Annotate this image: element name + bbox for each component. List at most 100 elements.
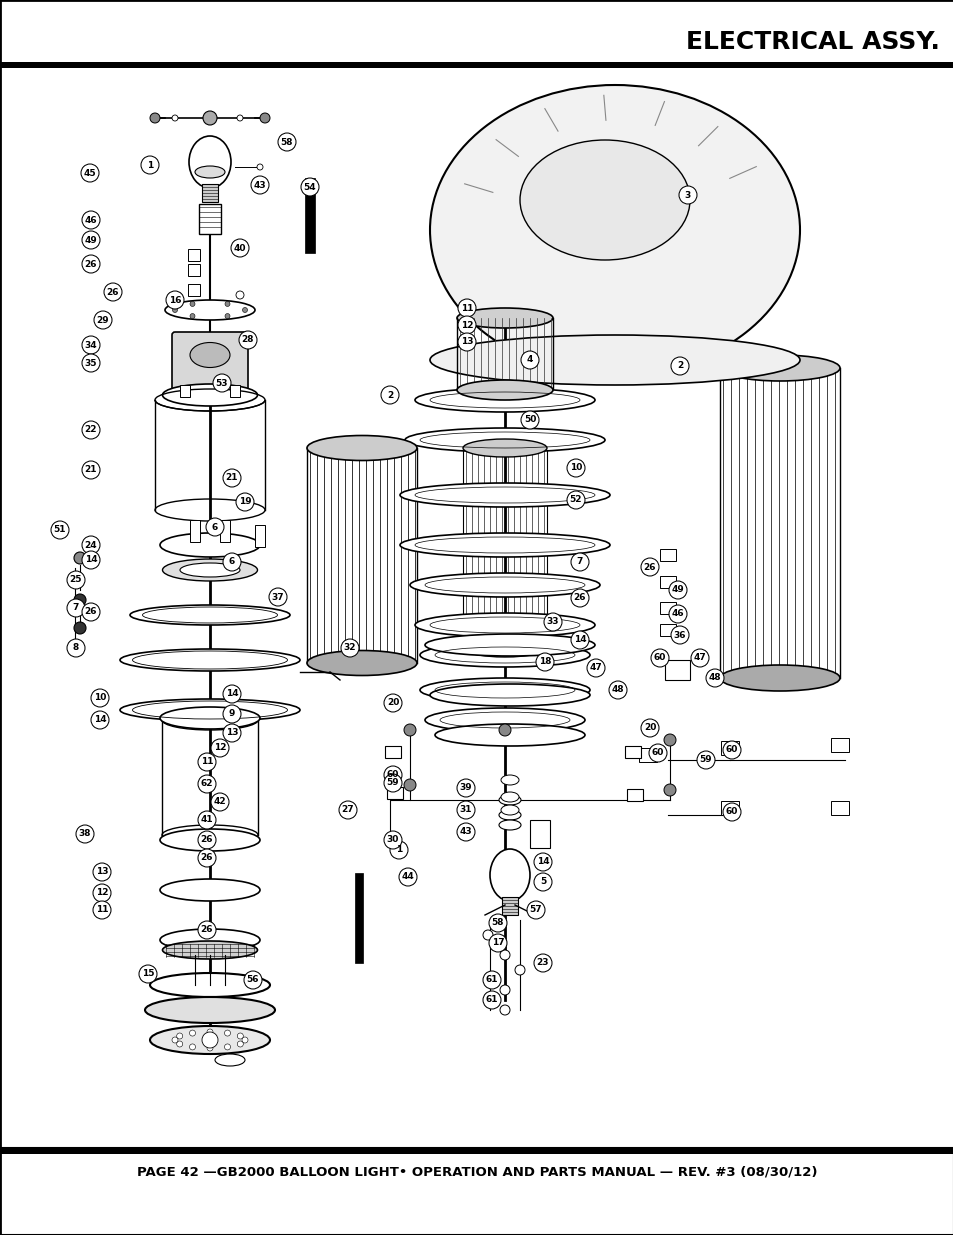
Circle shape	[92, 902, 111, 919]
Circle shape	[260, 112, 270, 124]
Circle shape	[301, 178, 318, 196]
Circle shape	[668, 605, 686, 622]
Bar	[188, 284, 200, 296]
Text: 60: 60	[653, 653, 665, 662]
Text: 26: 26	[573, 594, 586, 603]
Ellipse shape	[165, 300, 254, 320]
Bar	[659, 601, 676, 614]
Circle shape	[82, 336, 100, 354]
Text: 10: 10	[569, 463, 581, 473]
Circle shape	[670, 357, 688, 375]
Text: 31: 31	[459, 805, 472, 815]
FancyBboxPatch shape	[172, 332, 248, 393]
Circle shape	[198, 776, 215, 793]
Text: 58: 58	[280, 137, 293, 147]
Circle shape	[390, 841, 408, 860]
Ellipse shape	[430, 684, 589, 706]
Bar	[199, 204, 221, 233]
Circle shape	[668, 580, 686, 599]
Text: 14: 14	[573, 636, 586, 645]
Bar	[530, 820, 550, 848]
Text: 6: 6	[212, 522, 218, 531]
Circle shape	[213, 374, 231, 391]
Circle shape	[82, 461, 100, 479]
Circle shape	[520, 411, 538, 429]
Ellipse shape	[160, 706, 260, 729]
Ellipse shape	[399, 483, 609, 508]
Circle shape	[74, 622, 86, 634]
Circle shape	[398, 868, 416, 885]
Circle shape	[499, 1005, 510, 1015]
Circle shape	[231, 240, 249, 257]
Ellipse shape	[214, 1053, 245, 1066]
Circle shape	[482, 971, 500, 989]
Text: 56: 56	[247, 976, 259, 984]
Circle shape	[670, 626, 688, 643]
Bar	[720, 802, 739, 815]
Circle shape	[67, 599, 85, 618]
Circle shape	[534, 953, 552, 972]
Ellipse shape	[160, 534, 260, 557]
Text: 26: 26	[200, 925, 213, 935]
Text: 26: 26	[200, 853, 213, 862]
Text: 60: 60	[386, 771, 398, 779]
Ellipse shape	[307, 436, 416, 461]
Text: 9: 9	[229, 709, 235, 719]
Text: ELECTRICAL ASSY.: ELECTRICAL ASSY.	[685, 30, 939, 54]
Text: 60: 60	[651, 748, 663, 757]
Text: 19: 19	[238, 498, 251, 506]
Text: 4: 4	[526, 356, 533, 364]
Circle shape	[225, 301, 230, 306]
Circle shape	[608, 680, 626, 699]
Text: 59: 59	[699, 756, 712, 764]
Text: 2: 2	[387, 390, 393, 399]
Circle shape	[198, 848, 215, 867]
Ellipse shape	[435, 724, 584, 746]
Text: 6: 6	[229, 557, 234, 567]
Circle shape	[223, 553, 241, 571]
Circle shape	[82, 421, 100, 438]
Ellipse shape	[419, 643, 589, 667]
Circle shape	[384, 766, 401, 784]
Circle shape	[269, 588, 287, 606]
Text: 17: 17	[491, 939, 504, 947]
Text: 21: 21	[226, 473, 238, 483]
Bar	[355, 873, 363, 963]
Bar	[220, 520, 230, 542]
Circle shape	[338, 802, 356, 819]
Bar	[0, 62, 953, 68]
Circle shape	[456, 802, 475, 819]
Ellipse shape	[405, 429, 604, 452]
Ellipse shape	[500, 805, 518, 815]
Text: 11: 11	[460, 304, 473, 312]
Circle shape	[237, 1032, 243, 1039]
Text: 21: 21	[85, 466, 97, 474]
Circle shape	[534, 853, 552, 871]
Bar	[659, 624, 676, 636]
Text: 36: 36	[673, 631, 685, 640]
Ellipse shape	[307, 651, 416, 676]
Text: 18: 18	[538, 657, 551, 667]
Bar	[0, 0, 953, 62]
Text: 53: 53	[215, 378, 228, 388]
Text: 49: 49	[671, 585, 683, 594]
Ellipse shape	[180, 563, 240, 577]
Text: 42: 42	[213, 798, 226, 806]
Circle shape	[190, 314, 194, 319]
Text: 11: 11	[95, 905, 108, 914]
Text: 50: 50	[523, 415, 536, 425]
Circle shape	[543, 613, 561, 631]
Text: 12: 12	[460, 321, 473, 330]
Ellipse shape	[498, 795, 520, 805]
Circle shape	[82, 603, 100, 621]
Circle shape	[482, 930, 493, 940]
Circle shape	[499, 986, 510, 995]
Bar	[230, 385, 240, 396]
Circle shape	[457, 333, 476, 351]
Bar	[387, 787, 402, 799]
Text: 45: 45	[84, 168, 96, 178]
Text: 26: 26	[107, 288, 119, 296]
Bar	[305, 178, 314, 253]
Circle shape	[150, 112, 160, 124]
Circle shape	[640, 719, 659, 737]
